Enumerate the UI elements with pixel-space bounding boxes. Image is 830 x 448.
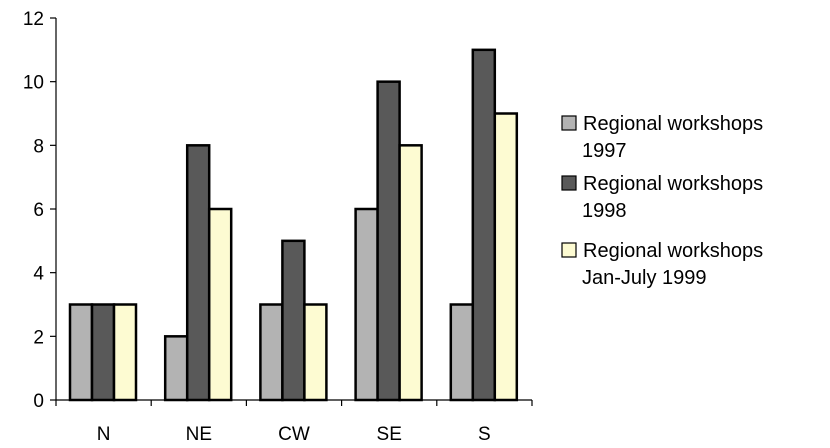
- bar-se-series-2: [376, 80, 401, 402]
- bar-se-series-3: [398, 144, 423, 402]
- legend-label: Regional workshops: [583, 173, 763, 195]
- tick-labels: 0 2 4 6 8 10 12 N NE CW SE S: [23, 9, 491, 445]
- bar-se-series-1: [354, 207, 379, 402]
- legend-label: Regional workshops: [583, 240, 763, 262]
- legend-swatch-3: [561, 242, 577, 258]
- bar-ne-series-1: [163, 335, 189, 402]
- y-tick-label: 8: [33, 136, 44, 157]
- bar-n-series-2: [90, 303, 116, 402]
- y-tick-label: 10: [23, 73, 44, 94]
- legend-swatch-2: [561, 175, 577, 191]
- y-tick-label: 12: [23, 9, 44, 30]
- x-tick-label: S: [478, 424, 491, 445]
- bar-s-series-2: [471, 48, 497, 402]
- bar-s-series-3: [493, 112, 519, 402]
- x-tick-label: NE: [186, 424, 212, 445]
- y-tick-label: 2: [33, 327, 44, 348]
- legend: Regional workshops 1997 Regional workshops…: [561, 113, 763, 289]
- bar-ne-series-2: [185, 144, 211, 402]
- legend-label: Regional workshops: [583, 113, 763, 135]
- bar-ne-series-3: [207, 207, 233, 402]
- legend-label: 1997: [582, 140, 627, 162]
- y-tick-label: 0: [33, 391, 44, 412]
- legend-swatch-1: [561, 115, 577, 131]
- bar-cw-series-3: [303, 303, 328, 402]
- x-tick-label: N: [97, 424, 111, 445]
- legend-label: Jan-July 1999: [582, 267, 707, 289]
- bars: [68, 48, 519, 402]
- y-tick-label: 6: [33, 200, 44, 221]
- y-tick-label: 4: [33, 264, 44, 285]
- bar-cw-series-2: [281, 239, 306, 402]
- legend-label: 1998: [582, 200, 627, 222]
- bar-n-series-3: [112, 303, 138, 402]
- x-tick-label: CW: [278, 424, 310, 445]
- x-tick-label: SE: [377, 424, 402, 445]
- bar-n-series-1: [68, 303, 94, 402]
- bar-s-series-1: [449, 303, 475, 402]
- bar-cw-series-1: [259, 303, 284, 402]
